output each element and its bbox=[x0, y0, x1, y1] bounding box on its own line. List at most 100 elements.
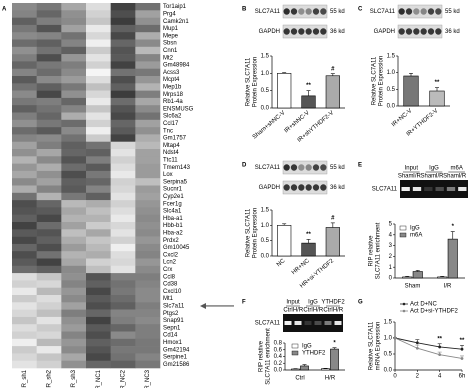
heatmap-cell bbox=[110, 302, 136, 310]
heatmap-cell bbox=[12, 353, 37, 361]
y-tick-label: 3 bbox=[389, 243, 393, 249]
heatmap-cell bbox=[86, 192, 111, 201]
gel-group-label: IgG bbox=[308, 300, 318, 306]
heatmap-cell bbox=[135, 309, 161, 318]
heatmap-cell bbox=[61, 61, 87, 69]
heatmap-cell bbox=[135, 39, 161, 48]
heatmap-cell bbox=[61, 83, 87, 91]
heatmap-cell bbox=[135, 83, 161, 91]
y-tick-label: 5 bbox=[389, 222, 393, 228]
series-line bbox=[394, 337, 463, 359]
heatmap-cell bbox=[86, 178, 111, 186]
gel-band bbox=[334, 321, 342, 325]
blot-band bbox=[413, 8, 420, 15]
heatmap-cell bbox=[135, 54, 161, 62]
gene-label: Gm48984 bbox=[163, 63, 190, 69]
bar bbox=[291, 368, 300, 371]
heatmap-cell bbox=[135, 338, 161, 347]
heatmap-cell bbox=[61, 46, 87, 55]
gel-lane-label: Ctrl bbox=[303, 308, 312, 314]
y-tick-label: 0.0 bbox=[274, 368, 283, 374]
heatmap-cell bbox=[135, 156, 161, 164]
y-tick-label: 1.0 bbox=[384, 336, 393, 342]
heatmap-cell bbox=[135, 163, 161, 172]
gene-label: Slc6a2 bbox=[163, 114, 182, 120]
heatmap-cell bbox=[86, 10, 111, 18]
gene-label: Mt1 bbox=[163, 296, 174, 302]
y-tick-label: 0.5 bbox=[261, 238, 270, 244]
band-size: 36 kd bbox=[330, 185, 345, 191]
heatmap-cell bbox=[36, 222, 62, 230]
blot-band bbox=[427, 28, 435, 35]
gel-band bbox=[424, 187, 433, 191]
heatmap-cell bbox=[135, 287, 161, 296]
y-axis-label: Protein Expression bbox=[379, 56, 385, 106]
heatmap-cell bbox=[135, 68, 161, 77]
gel-group-label: IgG bbox=[429, 166, 439, 172]
legend-swatch bbox=[399, 225, 407, 231]
y-tick-label: 0.0 bbox=[384, 368, 393, 374]
heatmap-cell bbox=[61, 346, 87, 354]
heatmap-cell bbox=[36, 119, 62, 128]
band-label: GAPDH bbox=[259, 29, 280, 35]
x-tick-label: 0 bbox=[393, 374, 397, 380]
gene-label: Prdx2 bbox=[163, 238, 179, 244]
heatmap-cell bbox=[61, 229, 87, 237]
heatmap-cell bbox=[110, 331, 136, 340]
significance-label: # bbox=[331, 215, 335, 221]
point bbox=[393, 336, 397, 340]
heatmap-cell bbox=[12, 214, 37, 223]
heatmap-cell bbox=[36, 251, 62, 259]
bar bbox=[301, 95, 316, 109]
gel bbox=[283, 314, 343, 332]
heatmap-cell bbox=[135, 316, 161, 325]
heatmap-cell bbox=[61, 251, 87, 259]
gene-label: Acss3 bbox=[163, 70, 180, 76]
heatmap-cell bbox=[61, 10, 87, 18]
y-axis-label: Relative SLC7A11 bbox=[246, 208, 252, 257]
blot-band bbox=[398, 8, 405, 15]
gel-lane-label: Sham bbox=[420, 174, 436, 180]
blot-band bbox=[427, 8, 435, 15]
heatmap-cell bbox=[36, 76, 62, 84]
heatmap-cell bbox=[110, 90, 136, 99]
bar bbox=[402, 276, 413, 279]
gene-label: Sbsn bbox=[163, 41, 177, 47]
heatmap-cell bbox=[36, 170, 62, 179]
heatmap-cell bbox=[12, 324, 37, 332]
significance-label: * bbox=[452, 224, 455, 230]
heatmap-cell bbox=[135, 76, 161, 84]
legend-label: m6A bbox=[410, 233, 422, 239]
x-tick-label: H/R bbox=[325, 376, 336, 382]
y-tick-label: 0.5 bbox=[387, 87, 396, 93]
heatmap-cell bbox=[135, 331, 161, 340]
heatmap-cell bbox=[36, 214, 62, 223]
heatmap-cell bbox=[61, 163, 87, 172]
gel-band bbox=[446, 187, 456, 191]
gene-label: Mep1b bbox=[163, 85, 182, 91]
heatmap-cell bbox=[36, 331, 62, 340]
y-axis-label: RIP relative bbox=[369, 235, 375, 267]
heatmap-cell bbox=[36, 156, 62, 164]
blot-band bbox=[283, 8, 290, 15]
heatmap-cell bbox=[61, 236, 87, 245]
heatmap-cell bbox=[110, 83, 136, 91]
heatmap-cell bbox=[36, 149, 62, 157]
heatmap-cell bbox=[110, 229, 136, 237]
heatmap-cell bbox=[61, 178, 87, 186]
heatmap-cell bbox=[61, 185, 87, 194]
gel-lane-label: Ctrl bbox=[323, 308, 332, 314]
heatmap-cell bbox=[12, 302, 37, 310]
x-tick-label: 6h bbox=[459, 374, 466, 380]
heatmap-cell bbox=[135, 105, 161, 113]
heatmap-cell bbox=[36, 24, 62, 33]
heatmap-cell bbox=[61, 302, 87, 310]
gel-group-label: Input bbox=[405, 166, 419, 172]
heatmap-cell bbox=[36, 17, 62, 26]
heatmap-cell bbox=[135, 222, 161, 230]
heatmap-cell bbox=[12, 251, 37, 259]
x-tick-label: 2 bbox=[416, 374, 420, 380]
x-tick-label: IR+NC-V bbox=[391, 108, 413, 128]
legend-marker bbox=[402, 302, 406, 306]
gene-label: Tor1aip1 bbox=[163, 4, 187, 10]
